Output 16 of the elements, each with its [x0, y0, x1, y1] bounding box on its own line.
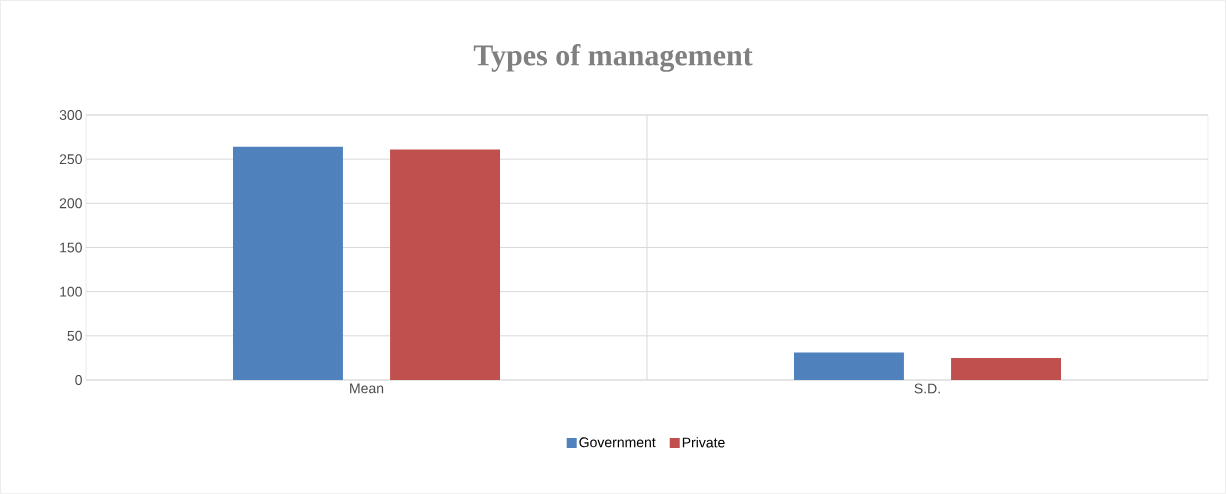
- bar: [951, 357, 1061, 380]
- legend-label: Government: [579, 437, 656, 448]
- bar: [232, 146, 343, 380]
- y-tick-label: 250: [59, 154, 82, 165]
- y-tick-label: 100: [60, 286, 82, 297]
- chart-title: Types of management: [473, 44, 753, 72]
- y-tick-label: 50: [67, 330, 82, 341]
- legend-label: Private: [682, 437, 725, 448]
- y-tick-label: 300: [59, 110, 82, 120]
- x-tick-label: S.D.: [914, 383, 940, 394]
- y-tick-label: 200: [59, 198, 82, 209]
- bar: [390, 149, 501, 380]
- y-tick-label: 0: [75, 375, 82, 385]
- y-tick-label: 150: [60, 242, 82, 253]
- x-tick-label: Mean: [350, 383, 384, 394]
- bar: [793, 352, 904, 380]
